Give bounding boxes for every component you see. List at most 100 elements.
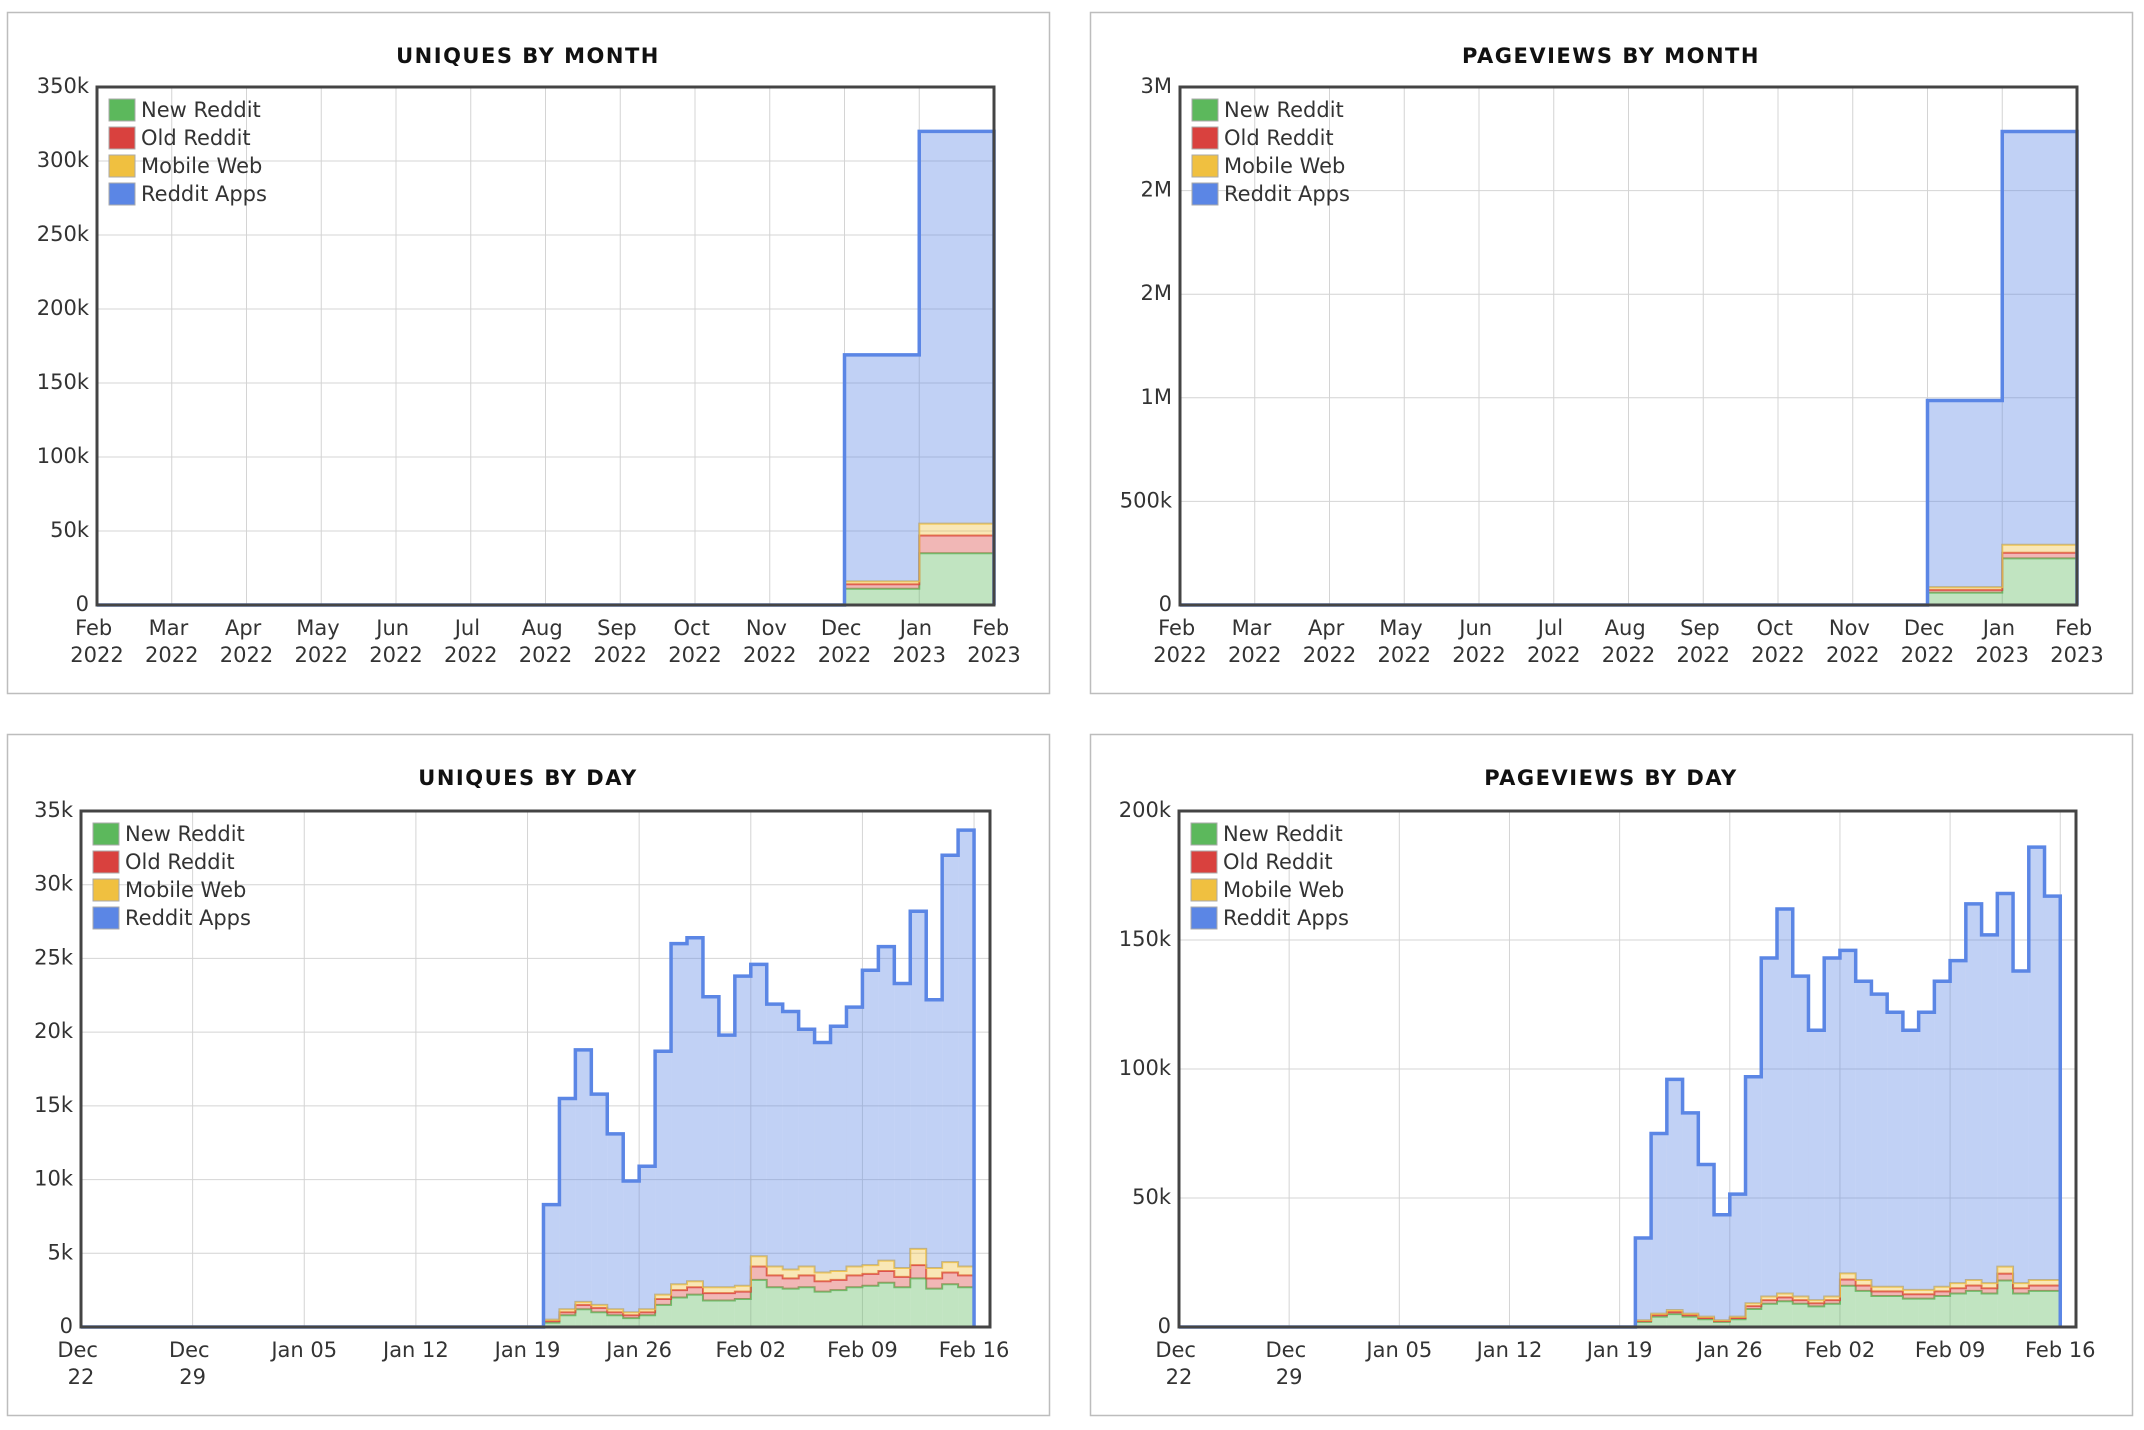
area-step (750, 1279, 767, 1327)
area-step (766, 1004, 783, 1267)
area-step (734, 1298, 751, 1327)
area-step (1855, 1285, 1872, 1291)
legend-swatch (1190, 906, 1218, 930)
area-step (1981, 1293, 1998, 1327)
legend-label: New Reddit (1223, 822, 1343, 846)
y-tick-label: 350k (37, 74, 90, 98)
y-tick-label: 5k (47, 1240, 73, 1264)
area-step (575, 1049, 592, 1302)
x-tick-label: Dec 29 (169, 1338, 216, 1389)
area-step (814, 1272, 831, 1282)
y-tick-label: 2M (1141, 281, 1172, 305)
area-step (798, 1287, 815, 1327)
legend-swatch (92, 906, 120, 930)
area-step (782, 1278, 799, 1289)
area-step (1635, 1321, 1652, 1327)
x-tick-label: Jan 19 (493, 1338, 561, 1362)
area-step (1871, 1291, 1888, 1297)
x-tick-label: Jun 2022 (1452, 616, 1505, 667)
area-step (1839, 1279, 1856, 1286)
area-step (1777, 1301, 1793, 1327)
panel-border (1089, 11, 2134, 695)
area-step (1666, 1312, 1683, 1315)
area-step (1871, 994, 1888, 1287)
area-step (1682, 1112, 1699, 1314)
chart-title: PAGEVIEWS BY MONTH (1462, 44, 1760, 68)
plot-frame (79, 809, 992, 1329)
area-step (958, 830, 975, 1267)
legend-label: Mobile Web (125, 878, 246, 902)
x-tick-label: Jan 05 (1364, 1338, 1432, 1362)
area-step (846, 1007, 863, 1267)
area-step (702, 996, 719, 1288)
area-step (830, 1026, 847, 1271)
area-step (2028, 1285, 2045, 1291)
area-step (623, 1318, 640, 1327)
area-step (1965, 1285, 1982, 1291)
panel-border (6, 11, 1051, 695)
area-step (766, 1287, 783, 1327)
legend-swatch (1190, 850, 1218, 874)
x-tick-label: May 2022 (1378, 616, 1431, 667)
x-tick-label: Jul 2022 (1527, 616, 1580, 667)
area-step (862, 1265, 879, 1274)
area-step (1965, 903, 1982, 1281)
x-tick-label: Feb 09 (1915, 1338, 1986, 1362)
x-tick-label: May 2022 (295, 616, 348, 667)
x-tick-label: Mar 2022 (1228, 616, 1281, 667)
legend-label: Old Reddit (1224, 126, 1334, 150)
y-tick-label: 15k (34, 1093, 74, 1117)
area-step (1824, 1296, 1840, 1301)
area-step (1777, 1297, 1793, 1302)
area-step (798, 1029, 815, 1267)
area-step (894, 983, 911, 1269)
legend-label: Reddit Apps (1224, 182, 1350, 206)
area-step (814, 1291, 831, 1327)
y-tick-label: 100k (1119, 1056, 1172, 1080)
x-tick-label: Jan 12 (381, 1338, 449, 1362)
area-step (1792, 1296, 1809, 1301)
y-tick-label: 10k (34, 1167, 74, 1191)
area-step (671, 943, 687, 1285)
legend-swatch (108, 182, 136, 206)
area-step (830, 1290, 847, 1327)
area-step (591, 1307, 608, 1313)
area-step (894, 1268, 911, 1277)
area-step (942, 1284, 959, 1327)
area-step (798, 1266, 815, 1276)
area-step (607, 1315, 624, 1327)
area-step (958, 1275, 975, 1288)
area-step (671, 1284, 687, 1291)
area-step (1981, 934, 1998, 1284)
area-step (919, 553, 994, 605)
chart-title: UNIQUES BY DAY (418, 766, 637, 790)
area-step (1824, 1303, 1840, 1327)
area-step (1965, 1290, 1982, 1327)
area-step (1761, 1303, 1777, 1327)
area-step (1855, 1280, 1872, 1286)
area-step (1918, 1294, 1935, 1299)
x-tick-label: Jan 2023 (1976, 616, 2029, 667)
area-step (1651, 1316, 1667, 1327)
area-step (543, 1322, 560, 1327)
area-step (655, 1294, 672, 1299)
area-step (607, 1309, 624, 1313)
area-step (1918, 1012, 1935, 1290)
area-step (1698, 1164, 1715, 1317)
area-step (1927, 400, 2003, 588)
area-step (878, 946, 895, 1261)
legend-label: Reddit Apps (141, 182, 267, 206)
x-tick-label: Dec 2022 (818, 616, 871, 667)
panel-border (6, 733, 1051, 1417)
area-step (543, 1204, 560, 1320)
area-step (2044, 1285, 2061, 1291)
area-step (1871, 1286, 1888, 1292)
area-step (575, 1309, 592, 1327)
legend-swatch (1191, 182, 1219, 206)
x-tick-label: Dec 2022 (1901, 616, 1954, 667)
area-step (559, 1315, 576, 1327)
area-step (766, 1275, 783, 1288)
chart-panel: UNIQUES BY MONTH 0 50k 100k 150k 200k 250k 300k… (6, 11, 1051, 695)
area-step (559, 1098, 576, 1310)
plot-frame (1177, 809, 2078, 1329)
